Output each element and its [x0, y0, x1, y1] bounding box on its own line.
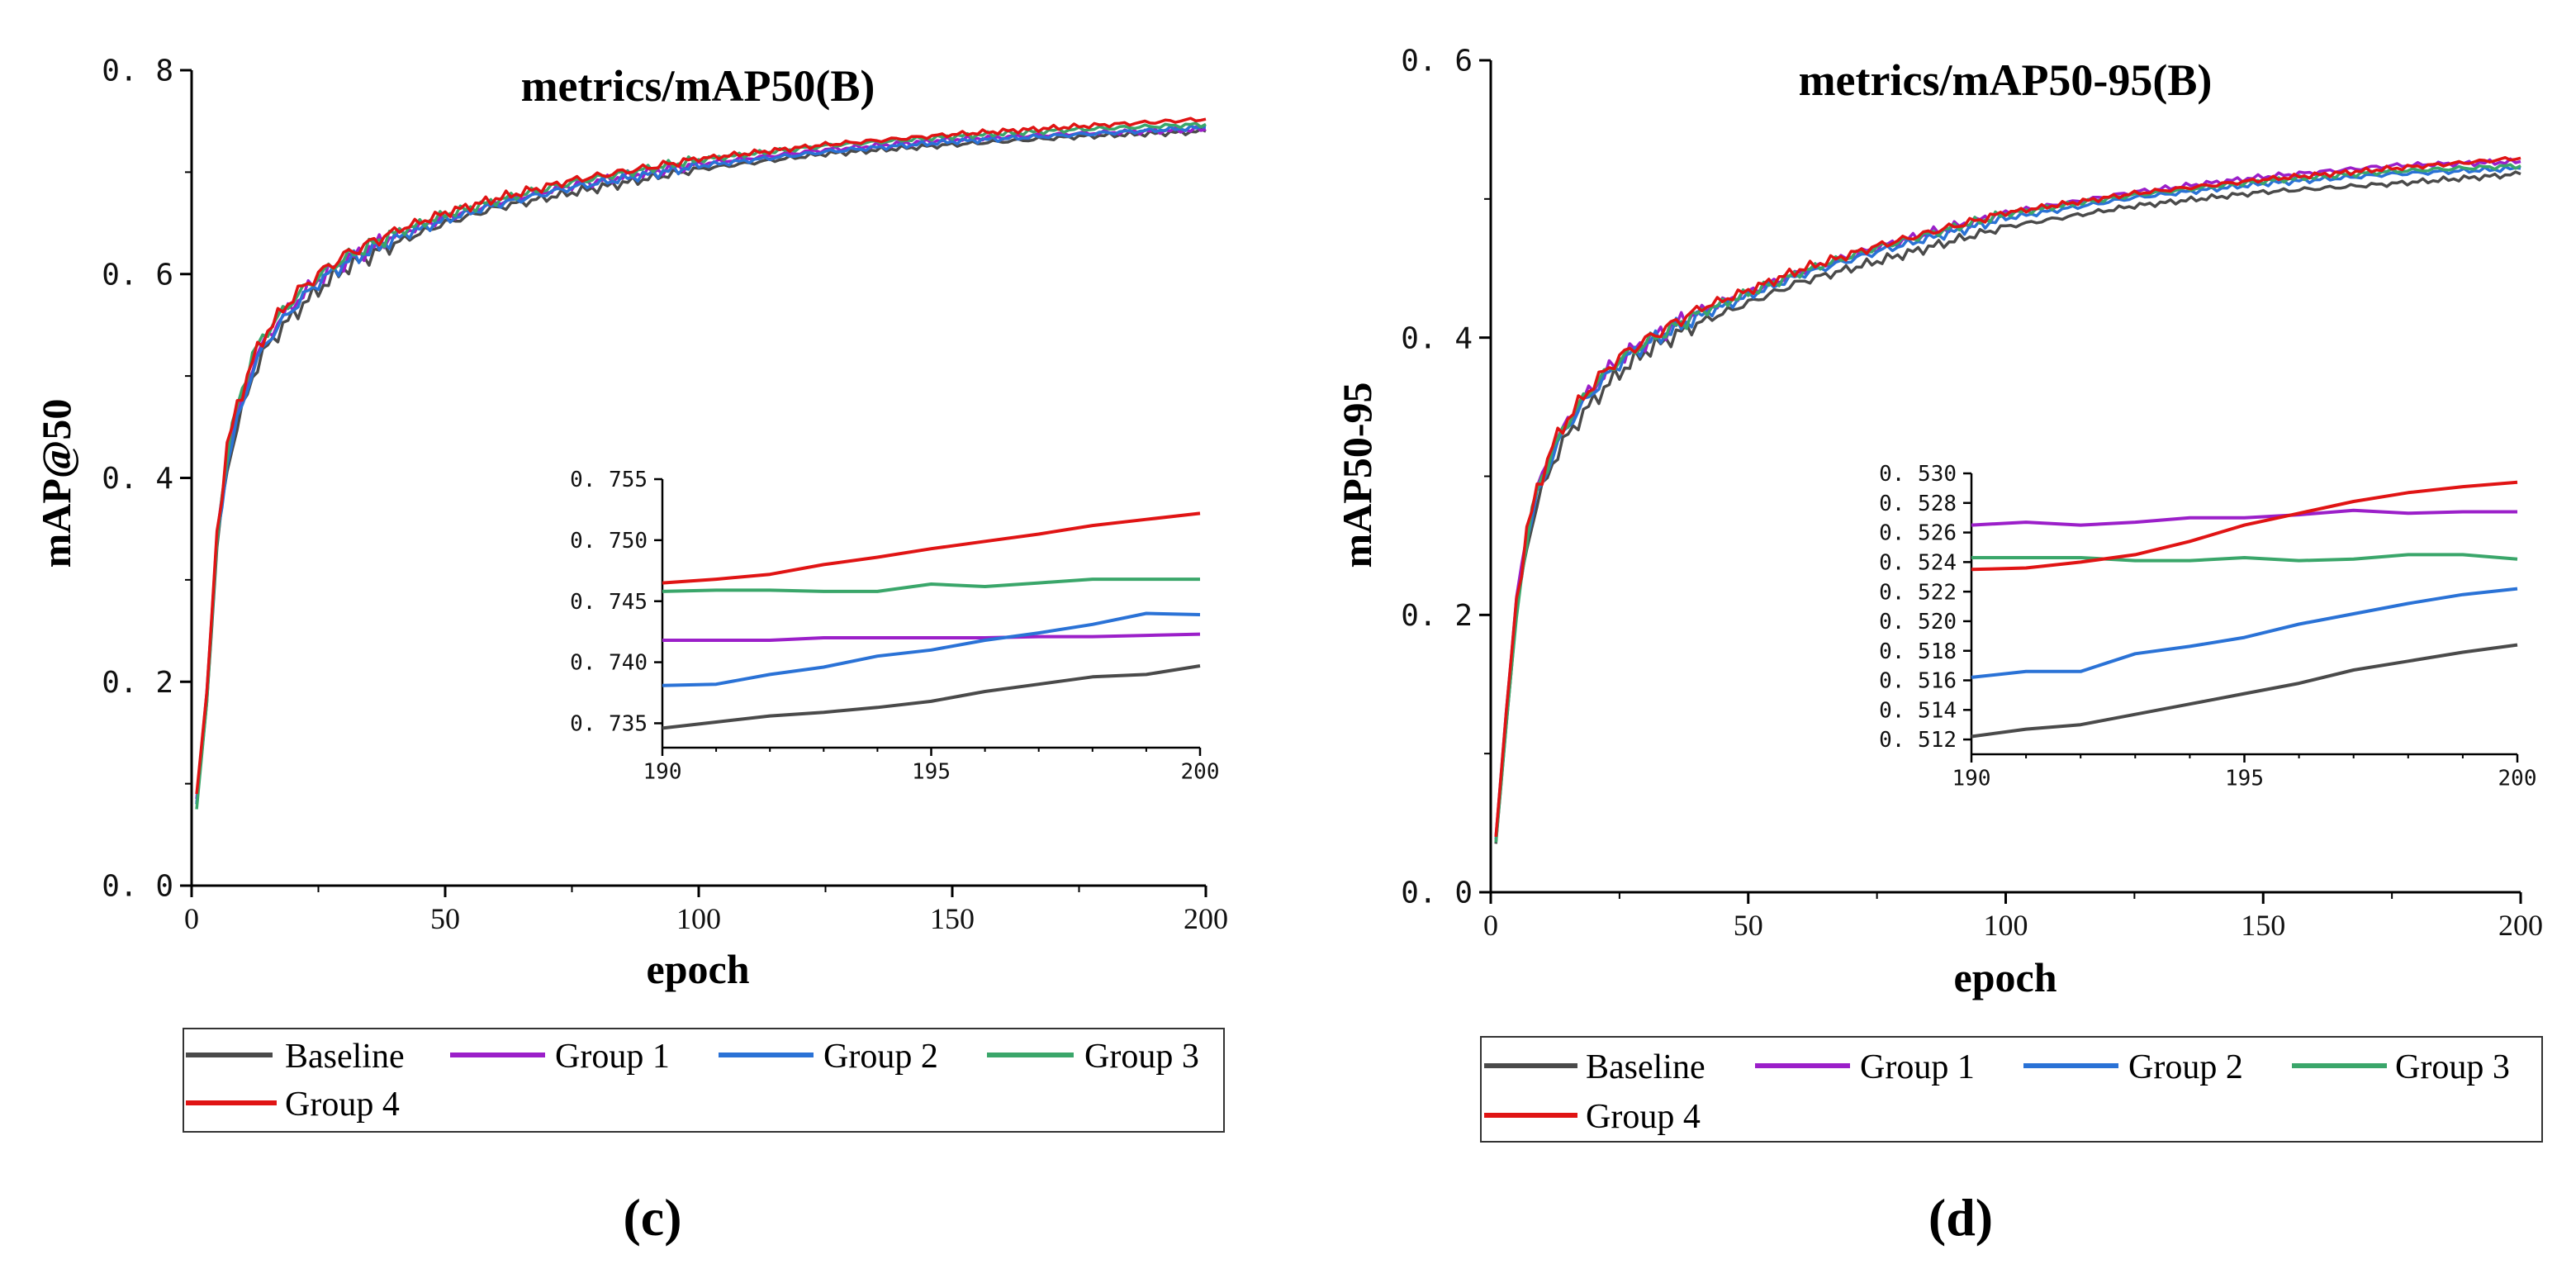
panel-c-inset-ytick-label: 0. 750	[570, 529, 648, 554]
panel-c-inset-series-group4	[662, 511, 1201, 585]
panel-d-inset: 0. 512 0. 514 0. 516 0. 518 0. 520 0. 522 0. 5…	[1879, 462, 2536, 791]
panel-d-xtick-label: 150	[2241, 909, 2285, 942]
panel-d-series-group4	[1494, 155, 2521, 838]
panel-d-series	[1494, 155, 2521, 844]
panel-d-inset-ytick-label: 0. 522	[1879, 580, 1957, 605]
panel-c-ytick-label: 0. 4	[102, 462, 173, 496]
panel-d-inset-series-group1	[1971, 508, 2517, 527]
panel-c-xtick-label: 50	[430, 902, 460, 935]
panel-d-xtick-label: 200	[2498, 909, 2543, 942]
panel-d-inset-ytick-label: 0. 518	[1879, 639, 1957, 664]
panel-c-legend: Baseline Group 1 Group 2 Group 3 Group 4	[183, 1028, 1225, 1133]
panel-c-ytick-label: 0. 8	[102, 55, 173, 88]
legend-d-label-baseline: Baseline	[1586, 1048, 1705, 1086]
panel-c-inset-series-group2	[662, 611, 1201, 687]
panel-d-inset-ytick-label: 0. 520	[1879, 610, 1957, 634]
panel-d-xtick-label: 50	[1734, 909, 1763, 942]
panel-d-inset-ytick-label: 0. 530	[1879, 462, 1957, 487]
panel-d-inset-xtick-label: 190	[1952, 766, 1991, 791]
panel-c-ytick-label: 0. 6	[102, 258, 173, 292]
legend-d-label-group3: Group 3	[2395, 1048, 2510, 1086]
panel-d-ylabel: mAP50-95	[1334, 383, 1380, 568]
panel-d-ytick-label: 0. 6	[1401, 45, 1473, 78]
panel-d-inset-ytick-label: 0. 524	[1879, 550, 1957, 575]
legend-d-label-group2: Group 2	[2128, 1048, 2243, 1086]
panel-c-series	[195, 116, 1207, 810]
panel-d: metrics/mAP50-95(B) mAP50-95 epoch 0. 00…	[1334, 45, 2543, 1247]
panel-c-xtick-label: 0	[184, 902, 199, 935]
panel-d-title: metrics/mAP50-95(B)	[1799, 55, 2213, 105]
panel-c-inset-bg	[662, 479, 1200, 748]
panel-d-legend: Baseline Group 1 Group 2 Group 3 Group 4	[1480, 1036, 2543, 1143]
legend-d-label-group1: Group 1	[1860, 1048, 1975, 1086]
panel-d-inset-xtick-label: 200	[2498, 766, 2537, 791]
panel-c-inset-ytick-label: 0. 735	[570, 712, 648, 737]
panel-d-inset-ytick-label: 0. 514	[1879, 698, 1957, 723]
panel-c-inset-xtick-label: 200	[1181, 759, 1220, 784]
panel-c-inset-ytick-label: 0. 755	[570, 468, 648, 492]
panel-c: metrics/mAP50(B) mAP@50 epoch 0. 00. 20.…	[33, 55, 1228, 1247]
legend-c-label-group1: Group 1	[555, 1038, 670, 1076]
panel-d-inset-xtick-label: 195	[2225, 766, 2264, 791]
legend-c-label-group3: Group 3	[1084, 1038, 1199, 1076]
panel-d-xtick-label: 0	[1483, 909, 1498, 942]
panel-d-caption: (d)	[1928, 1188, 1993, 1247]
panel-d-inset-series-baseline	[1971, 643, 2518, 739]
panel-c-inset-ytick-label: 0. 745	[570, 590, 648, 615]
panel-d-inset-series-group4	[1971, 480, 2518, 572]
panel-c-inset-xtick-label: 190	[643, 759, 682, 784]
panel-d-ytick-label: 0. 0	[1401, 877, 1473, 910]
panel-c-xlabel: epoch	[647, 946, 750, 992]
panel-d-inset-ytick-label: 0. 526	[1879, 521, 1957, 546]
panel-d-inset-ytick-label: 0. 512	[1879, 728, 1957, 753]
panel-c-xtick-label: 100	[676, 902, 721, 935]
panel-c-inset-xtick-label: 195	[912, 759, 951, 784]
legend-d-label-group4: Group 4	[1586, 1098, 1701, 1136]
panel-d-inset-ytick-label: 0. 528	[1879, 492, 1957, 516]
legend-c-label-group4: Group 4	[285, 1086, 400, 1124]
panel-c-caption: (c)	[623, 1188, 681, 1247]
panel-c-xtick-label: 200	[1184, 902, 1228, 935]
panel-d-inset-series-group2	[1971, 587, 2518, 679]
panel-c-ylabel: mAP@50	[33, 399, 79, 568]
panel-c-series-group4	[195, 116, 1207, 795]
panel-c-axes: 0. 0 0. 2 0. 4 0. 6 0. 8 0 50 100 150 200	[102, 55, 1228, 935]
panel-c-legend-box	[183, 1028, 1225, 1133]
panel-d-inset-bg	[1971, 473, 2517, 754]
panel-d-xlabel: epoch	[1954, 954, 2057, 1000]
panel-d-ytick-label: 0. 4	[1401, 321, 1473, 355]
panel-c-inset: 0. 735 0. 740 0. 745 0. 750 0. 755 190 195 200	[570, 468, 1219, 784]
panel-c-ytick-label: 0. 2	[102, 666, 173, 700]
panel-d-axes: 0. 0 0. 2 0. 4 0. 6 0 50 100 150 200	[1401, 45, 2543, 942]
panel-c-title: metrics/mAP50(B)	[521, 61, 875, 111]
legend-c-label-baseline: Baseline	[285, 1038, 405, 1076]
panel-d-ytick-label: 0. 2	[1401, 599, 1473, 633]
panel-c-series-group1	[195, 125, 1207, 800]
panel-d-xtick-label: 100	[1984, 909, 2028, 942]
panel-c-inset-series-baseline	[662, 664, 1201, 730]
panel-c-inset-series-group3	[662, 577, 1200, 593]
panel-d-inset-series-group3	[1971, 553, 2518, 563]
panel-d-inset-ytick-label: 0. 516	[1879, 669, 1957, 694]
legend-c-label-group2: Group 2	[823, 1038, 938, 1076]
panel-c-xtick-label: 150	[930, 902, 975, 935]
panel-c-ytick-label: 0. 0	[102, 870, 173, 904]
panel-c-inset-ytick-label: 0. 740	[570, 651, 648, 676]
panel-c-inset-series-group1	[662, 632, 1201, 642]
panel-d-legend-box	[1480, 1036, 2543, 1143]
